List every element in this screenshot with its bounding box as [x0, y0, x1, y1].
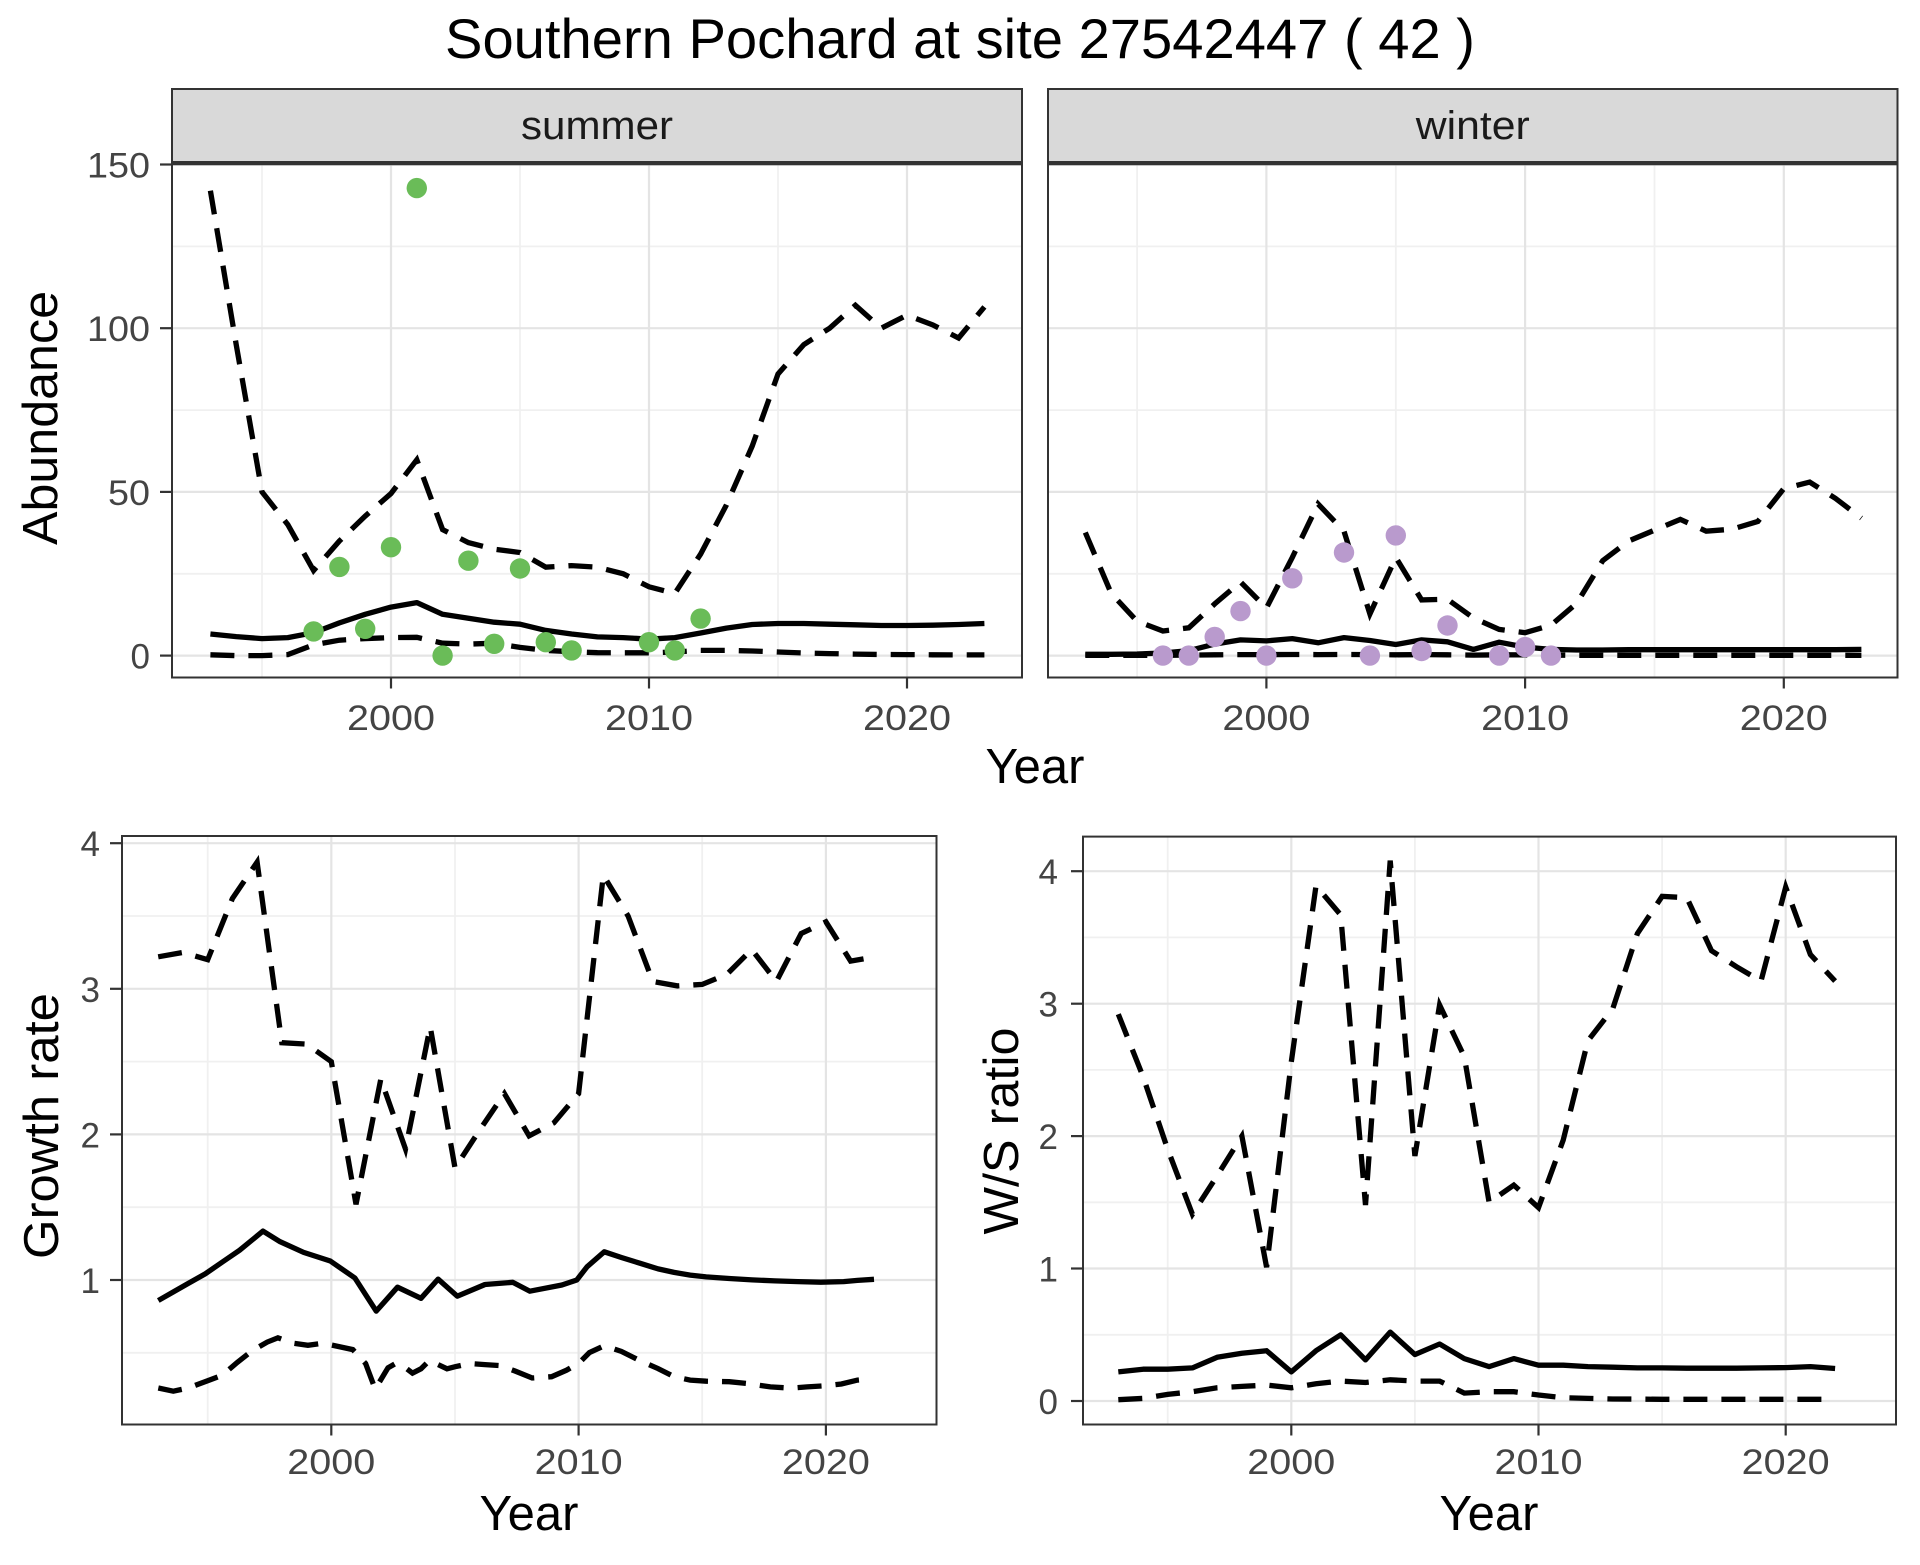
svg-text:1: 1: [1039, 1251, 1058, 1290]
svg-text:winter: winter: [1415, 104, 1530, 148]
svg-text:Southern Pochard at site 27542: Southern Pochard at site 27542447 ( 42 ): [445, 7, 1475, 70]
svg-text:2010: 2010: [1495, 1443, 1583, 1482]
svg-text:2020: 2020: [782, 1443, 870, 1482]
svg-text:Year: Year: [985, 740, 1084, 794]
svg-text:Year: Year: [1439, 1487, 1538, 1541]
svg-text:2000: 2000: [1247, 1443, 1335, 1482]
svg-text:100: 100: [87, 310, 150, 349]
svg-text:Abundance: Abundance: [14, 291, 68, 545]
svg-text:3: 3: [1039, 986, 1058, 1025]
svg-text:4: 4: [81, 825, 100, 864]
svg-text:2020: 2020: [863, 699, 951, 738]
svg-text:1: 1: [81, 1262, 100, 1301]
svg-text:0: 0: [1039, 1383, 1058, 1422]
svg-text:3: 3: [81, 971, 100, 1010]
svg-text:2: 2: [1039, 1118, 1058, 1157]
svg-text:2000: 2000: [347, 699, 435, 738]
svg-text:2000: 2000: [1222, 699, 1310, 738]
svg-text:4: 4: [1039, 853, 1058, 892]
svg-text:Growth rate: Growth rate: [15, 993, 69, 1259]
svg-text:2010: 2010: [1481, 699, 1569, 738]
svg-text:150: 150: [87, 147, 150, 186]
svg-text:2020: 2020: [1742, 1443, 1830, 1482]
svg-text:2010: 2010: [535, 1443, 623, 1482]
svg-text:50: 50: [108, 474, 150, 513]
svg-text:2000: 2000: [287, 1443, 375, 1482]
svg-text:2020: 2020: [1740, 699, 1828, 738]
svg-text:summer: summer: [521, 104, 673, 148]
svg-text:Year: Year: [479, 1487, 578, 1541]
svg-text:W/S ratio: W/S ratio: [975, 1028, 1029, 1235]
svg-text:0: 0: [131, 638, 150, 677]
svg-text:2: 2: [81, 1116, 100, 1155]
svg-text:2010: 2010: [605, 699, 693, 738]
